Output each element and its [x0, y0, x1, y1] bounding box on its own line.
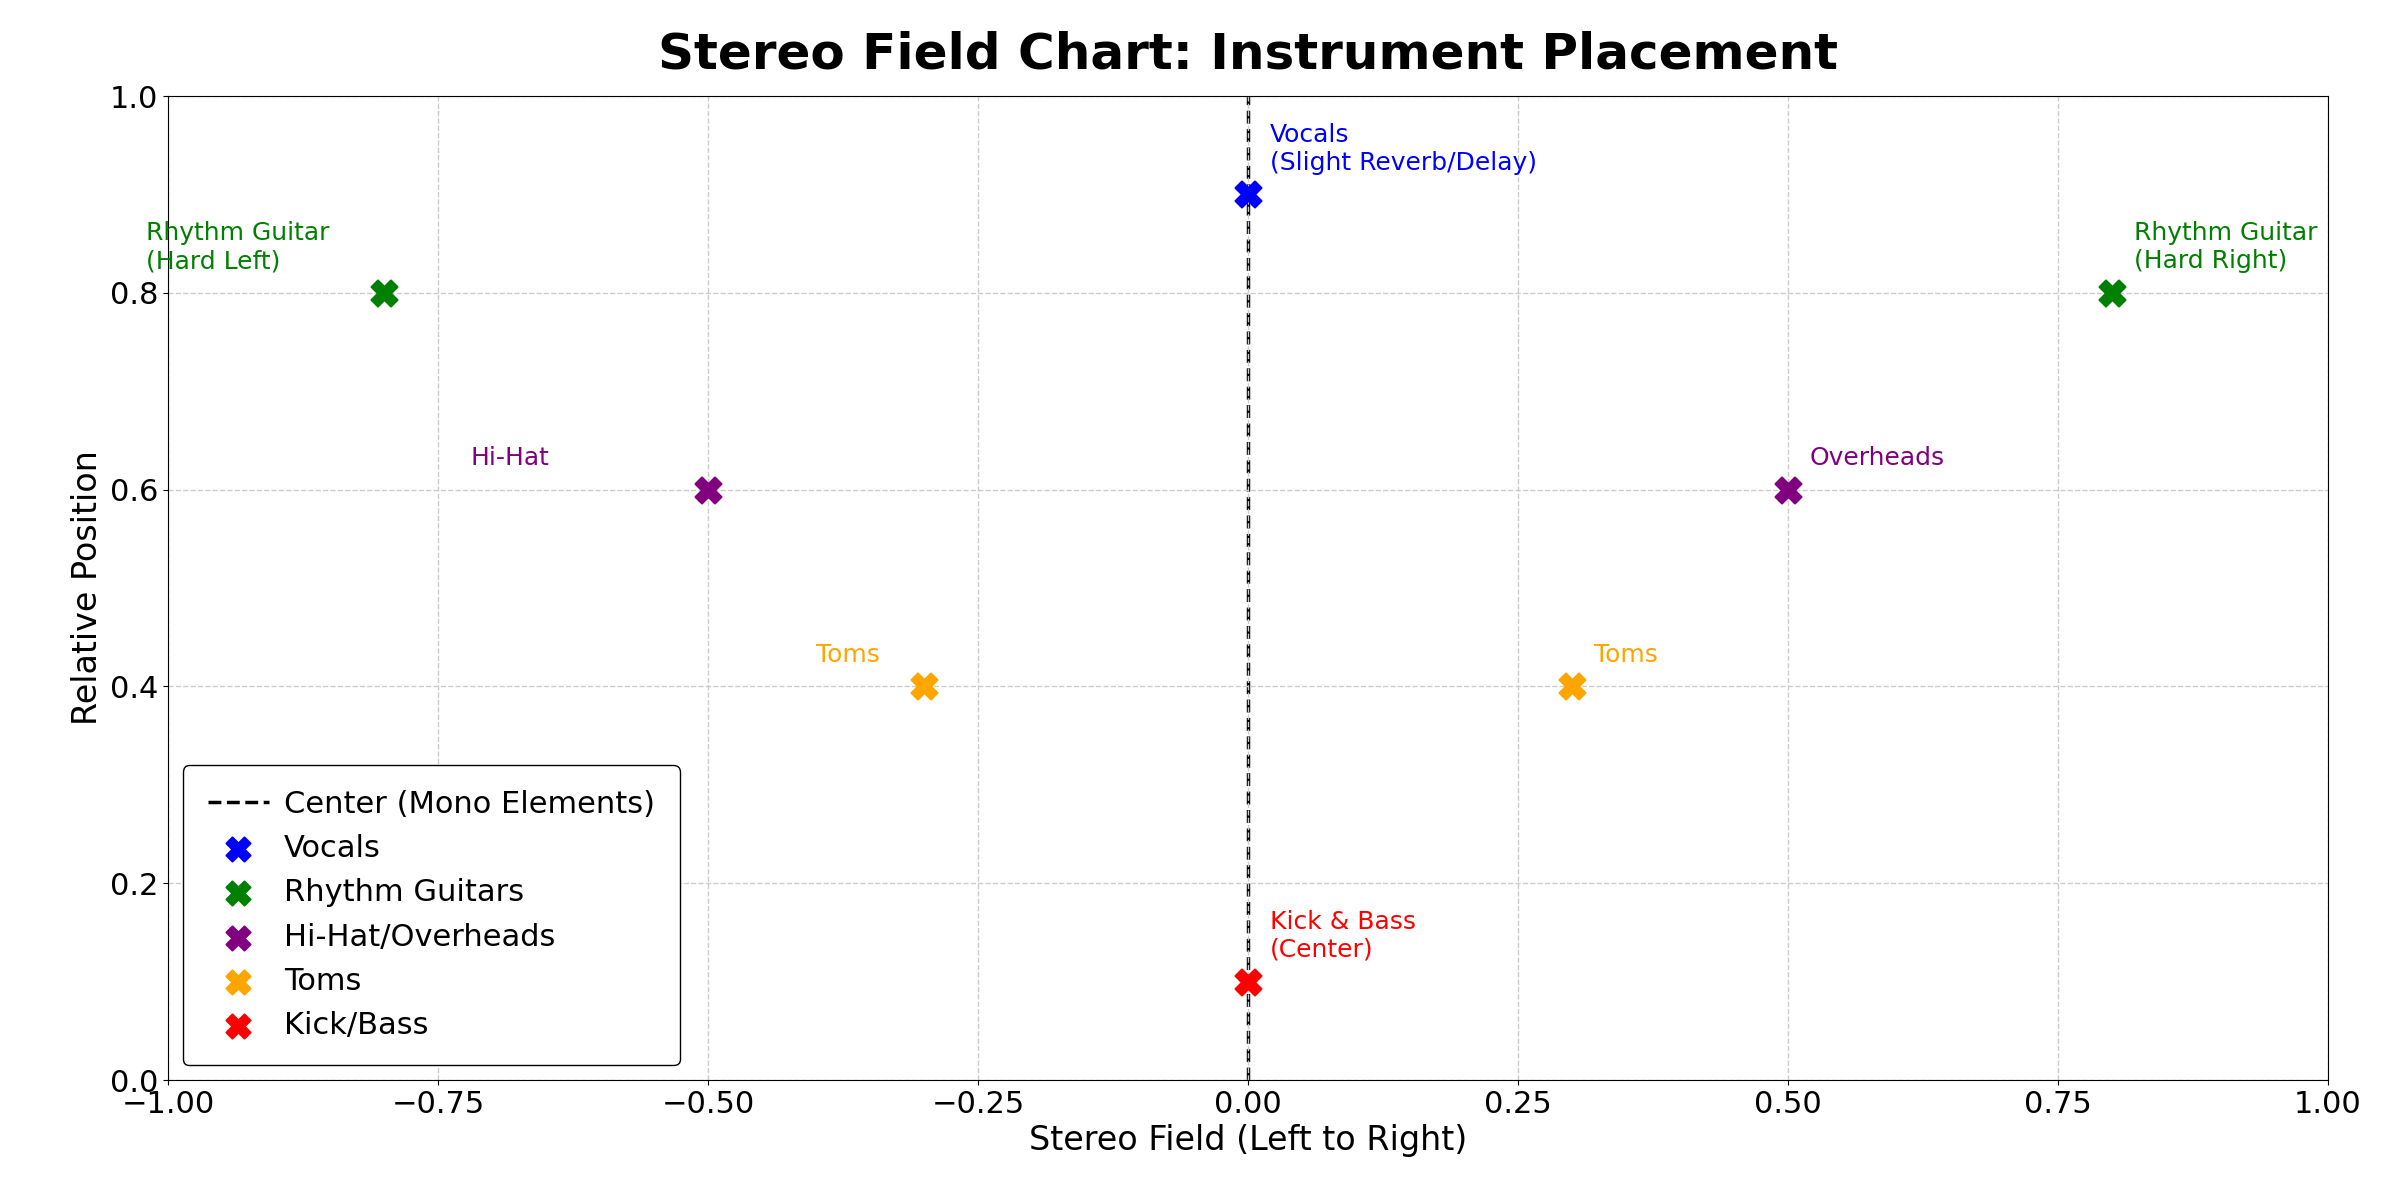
Point	[365, 283, 403, 302]
Point	[689, 480, 727, 499]
Text: Toms: Toms	[1594, 643, 1658, 667]
Point	[1229, 185, 1267, 204]
Y-axis label: Relative Position: Relative Position	[72, 450, 103, 726]
Point	[1229, 972, 1267, 991]
Legend: Center (Mono Elements), Vocals, Rhythm Guitars, Hi-Hat/Overheads, Toms, Kick/Bas: Center (Mono Elements), Vocals, Rhythm G…	[182, 766, 679, 1064]
X-axis label: Stereo Field (Left to Right): Stereo Field (Left to Right)	[1030, 1124, 1466, 1157]
Text: Overheads: Overheads	[1810, 446, 1944, 470]
Point	[905, 677, 943, 696]
Point	[1553, 677, 1591, 696]
Text: Kick & Bass
(Center): Kick & Bass (Center)	[1270, 910, 1416, 962]
Point	[2093, 283, 2131, 302]
Text: Hi-Hat: Hi-Hat	[470, 446, 550, 470]
Text: Vocals
(Slight Reverb/Delay): Vocals (Slight Reverb/Delay)	[1270, 122, 1536, 175]
Text: Toms: Toms	[816, 643, 881, 667]
Text: Rhythm Guitar
(Hard Left): Rhythm Guitar (Hard Left)	[146, 221, 329, 274]
Title: Stereo Field Chart: Instrument Placement: Stereo Field Chart: Instrument Placement	[658, 30, 1838, 78]
Text: Rhythm Guitar
(Hard Right): Rhythm Guitar (Hard Right)	[2134, 221, 2316, 274]
Point	[1769, 480, 1807, 499]
